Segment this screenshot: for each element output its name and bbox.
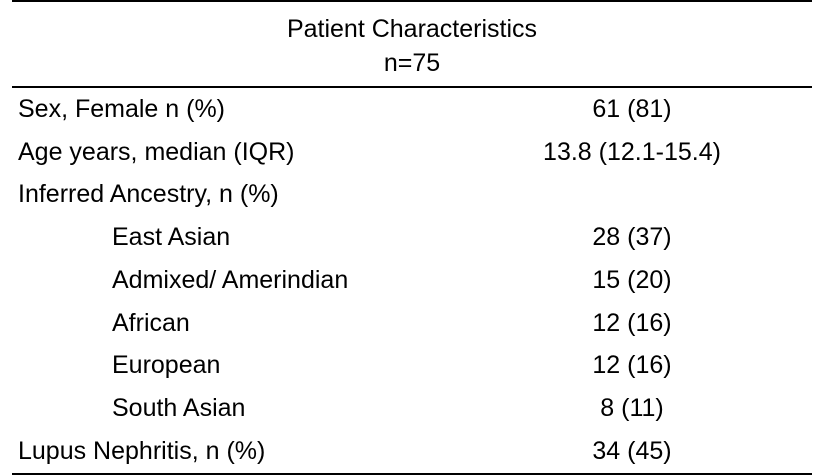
row-label: Age years, median (IQR)	[18, 137, 295, 166]
row-label: East Asian	[112, 223, 231, 252]
table-row-age: Age years, median (IQR) 13.8 (12.1-15.4)	[12, 131, 812, 174]
table-row-african: African 12 (16)	[12, 302, 812, 345]
row-value: 15 (20)	[592, 265, 672, 294]
table-row-sex-female: Sex, Female n (%) 61 (81)	[12, 88, 812, 131]
table-title: Patient Characteristics	[286, 15, 538, 43]
table-header: Patient Characteristics n=75	[12, 0, 812, 88]
row-value: 61 (81)	[592, 94, 672, 123]
row-value: 13.8 (12.1-15.4)	[543, 137, 721, 166]
row-value: 12 (16)	[592, 308, 672, 337]
table-row-inferred-ancestry: Inferred Ancestry, n (%)	[12, 174, 812, 217]
row-label: Sex, Female n (%)	[18, 94, 226, 123]
table-row-lupus-nephritis: Lupus Nephritis, n (%) 34 (45)	[12, 430, 812, 473]
row-label: Admixed/ Amerindian	[112, 265, 349, 294]
table-row-east-asian: East Asian 28 (37)	[12, 216, 812, 259]
row-value: 34 (45)	[592, 436, 672, 465]
table-row-european: European 12 (16)	[12, 345, 812, 388]
table-row-admixed-amerindian: Admixed/ Amerindian 15 (20)	[12, 259, 812, 302]
row-label: European	[112, 351, 221, 380]
row-value: 8 (11)	[600, 394, 664, 423]
patient-characteristics-table: Patient Characteristics n=75 Sex, Female…	[12, 0, 812, 475]
table-subtitle: n=75	[383, 49, 441, 77]
table-row-south-asian: South Asian 8 (11)	[12, 387, 812, 430]
row-value: 28 (37)	[592, 223, 672, 252]
row-label: Inferred Ancestry, n (%)	[18, 180, 279, 209]
row-value: 12 (16)	[592, 351, 672, 380]
row-label: African	[112, 308, 190, 337]
table-body: Sex, Female n (%) 61 (81) Age years, med…	[12, 88, 812, 475]
row-label: Lupus Nephritis, n (%)	[18, 436, 266, 465]
row-label: South Asian	[112, 394, 246, 423]
